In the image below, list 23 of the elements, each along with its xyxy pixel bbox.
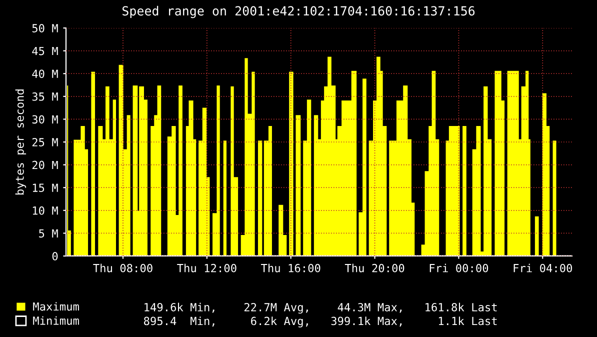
x-tick-label: Thu 20:00 xyxy=(344,264,404,272)
y-tick-label: 45 M xyxy=(32,46,58,56)
legend-label: Maximum xyxy=(33,302,79,311)
x-tick-label: Fri 00:00 xyxy=(430,264,488,272)
y-tick-label: 35 M xyxy=(32,92,58,101)
y-tick-label: 40 M xyxy=(32,70,58,78)
y-tick-label: 50 M xyxy=(32,24,58,32)
x-tick-label: Thu 12:00 xyxy=(177,264,236,272)
y-tick-label: 30 M xyxy=(32,115,58,124)
x-tick-label: Thu 08:00 xyxy=(93,264,152,272)
chart-title: Speed range on 2001:e42:102:1704:160:16:137:156 xyxy=(122,6,475,18)
y-tick-label: 20 M xyxy=(32,160,58,170)
text: 895.4 Min, 6.2k Avg, 399.1k Max, 1.1k Last xyxy=(144,316,497,328)
x-tick-label: Fri 04:00 xyxy=(514,264,572,272)
y-tick-label: 15 M xyxy=(32,184,58,192)
x-tick-label: Thu 16:00 xyxy=(261,264,320,272)
text: 149.6k Min, 22.7M Avg, 44.3M Max, 161.8k Last xyxy=(144,302,497,314)
legend-label: Minimum xyxy=(33,316,79,325)
y-tick-label: 10 M xyxy=(32,206,58,215)
y-tick-label: 25 M xyxy=(32,138,58,146)
y-tick-label: 0 xyxy=(52,252,58,260)
y-tick-label: 5 M xyxy=(39,229,58,238)
y-axis-title: bytes per second xyxy=(15,90,26,194)
